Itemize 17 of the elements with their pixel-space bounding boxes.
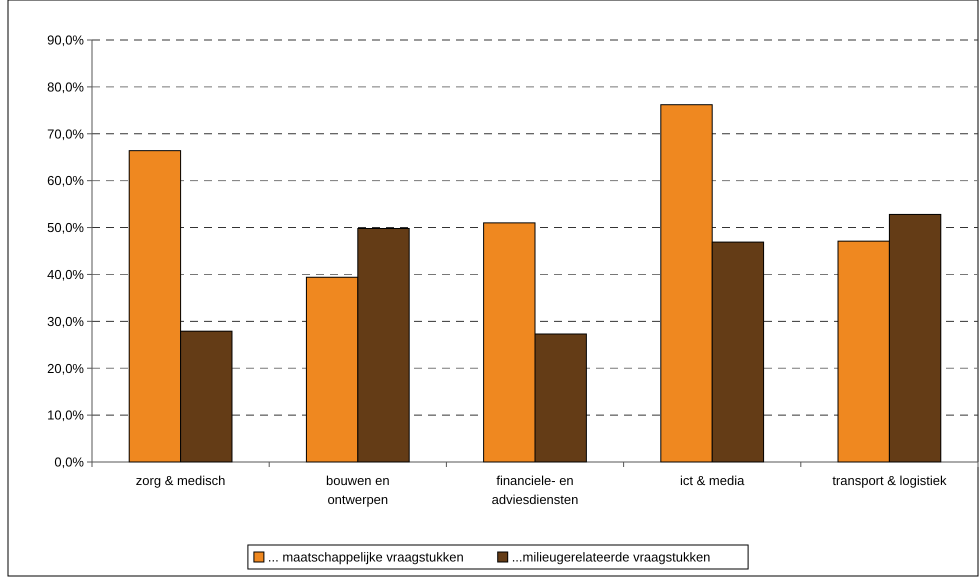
y-tick-label: 80,0% bbox=[47, 79, 84, 94]
legend-label: ... maatschappelijke vraagstukken bbox=[268, 550, 464, 565]
y-tick-label: 0,0% bbox=[54, 454, 84, 470]
y-tick-label: 20,0% bbox=[47, 360, 84, 376]
legend-label: ...milieugerelateerde vraagstukken bbox=[512, 550, 710, 565]
x-tick-label: financiele- en adviesdiensten bbox=[492, 473, 578, 507]
x-tick-label: bouwen en ontwerpen bbox=[326, 473, 390, 507]
y-tick-label: 40,0% bbox=[47, 266, 84, 282]
y-tick-label: 70,0% bbox=[47, 126, 84, 142]
y-tick-label: 30,0% bbox=[47, 314, 84, 329]
x-tick-label: zorg & medisch bbox=[136, 473, 226, 488]
x-tick-label: ict & media bbox=[680, 473, 746, 488]
x-tick-label: transport & logistiek bbox=[832, 473, 947, 488]
y-tick-label: 10,0% bbox=[47, 408, 84, 423]
y-tick-label: 60,0% bbox=[47, 173, 84, 188]
y-tick-label: 50,0% bbox=[47, 220, 84, 236]
y-tick-label: 90,0% bbox=[47, 32, 84, 48]
